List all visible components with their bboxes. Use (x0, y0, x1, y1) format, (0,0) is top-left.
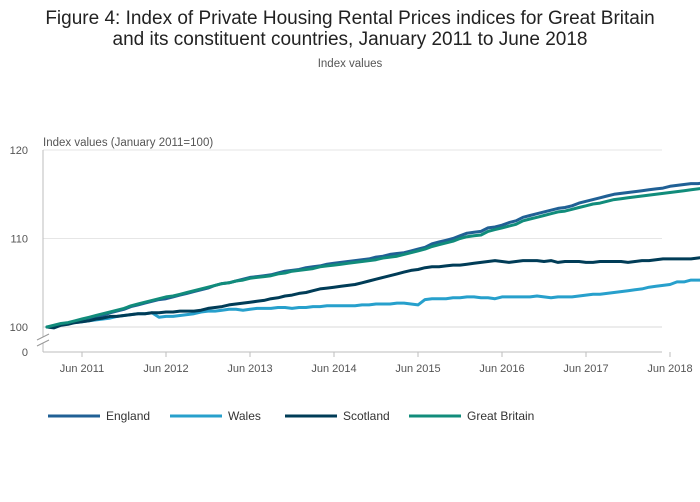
y-tick-label: 110 (10, 234, 28, 246)
x-tick-label: Jun 2011 (60, 363, 104, 375)
series-line-great-britain[interactable] (45, 185, 700, 329)
chart-subtitle: Index values (317, 58, 383, 70)
x-tick-label: Jun 2018 (647, 363, 692, 375)
chart-title-line2: and its constituent countries, January 2… (112, 29, 588, 50)
legend-label: England (106, 409, 150, 423)
legend-item-wales[interactable]: Wales (170, 409, 261, 423)
x-tick-label: Jun 2017 (563, 363, 608, 375)
x-tick-label: Jun 2014 (311, 363, 356, 375)
y-axis-title: Index values (January 2011=100) (43, 137, 213, 149)
series-line-scotland[interactable] (45, 256, 700, 330)
legend: England Wales Scotland Great Britain (48, 409, 534, 423)
axis-break-mark (36, 333, 50, 341)
legend-item-great-britain[interactable]: Great Britain (409, 409, 534, 423)
y-tick-label: 0 (22, 347, 28, 359)
chart-title-line1: Figure 4: Index of Private Housing Renta… (45, 8, 655, 29)
chart-title: Figure 4: Index of Private Housing Renta… (0, 8, 700, 50)
series-lines (45, 181, 700, 330)
legend-item-england[interactable]: England (48, 409, 150, 423)
y-tick-label: 100 (10, 322, 28, 334)
x-tick-label: Jun 2012 (143, 363, 188, 375)
y-tick-label: 120 (10, 145, 28, 157)
legend-label: Wales (228, 409, 261, 423)
x-tick-label: Jun 2013 (227, 363, 272, 375)
legend-label: Scotland (343, 409, 390, 423)
x-tick-label: Jun 2016 (479, 363, 524, 375)
series-line-wales[interactable] (45, 277, 700, 329)
axes: 0 100 110 120 Index values (January 2011=100… (10, 137, 693, 375)
axis-break-mark (36, 339, 50, 347)
x-tick-label: Jun 2015 (395, 363, 440, 375)
gridlines (43, 149, 662, 328)
legend-item-scotland[interactable]: Scotland (285, 409, 390, 423)
legend-label: Great Britain (467, 409, 534, 423)
